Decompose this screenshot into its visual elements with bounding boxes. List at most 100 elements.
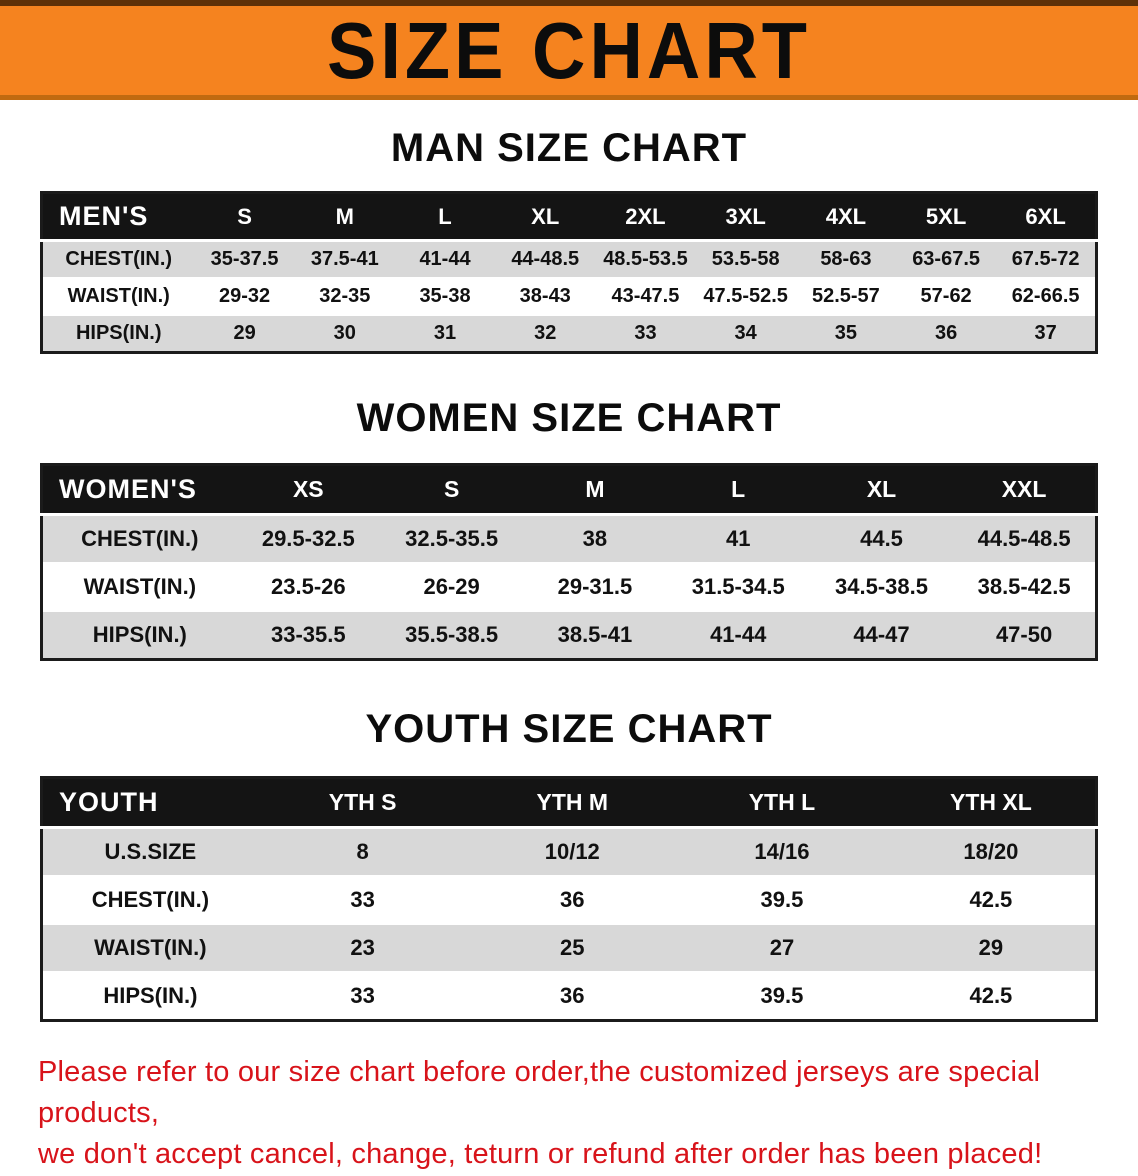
size-column-header: XS xyxy=(236,464,380,516)
size-column-header: XL xyxy=(495,192,596,242)
size-column-header: 3XL xyxy=(695,192,796,242)
size-value: 35 xyxy=(834,322,858,344)
size-value: 41-44 xyxy=(710,622,767,647)
size-column-header: M xyxy=(523,464,667,516)
size-value: 44-48.5 xyxy=(511,248,580,270)
size-value: 53.5-58 xyxy=(711,248,780,270)
men-section-heading: MAN SIZE CHART xyxy=(390,126,748,170)
table-header-row: MEN'S S M L XL 2XL 3XL 4XL 5XL 6XL xyxy=(41,192,1097,242)
size-value: 27 xyxy=(769,935,795,960)
size-column-header: L xyxy=(666,464,810,516)
size-value: 31 xyxy=(433,322,457,344)
size-value: 47.5-52.5 xyxy=(703,285,788,307)
size-value: 35-38 xyxy=(419,285,471,307)
size-value: 23 xyxy=(350,935,375,960)
size-value: 29 xyxy=(233,322,256,344)
size-value: 33 xyxy=(350,983,375,1008)
men-size-table: MEN'S S M L XL 2XL 3XL 4XL 5XL 6XL CHEST(IN.) 35-37… xyxy=(40,191,1098,354)
size-column-header: YTH L xyxy=(677,777,887,829)
size-column-header: XL xyxy=(809,464,954,516)
size-column-header: XXL xyxy=(953,464,1097,516)
size-value: 44.5-48.5 xyxy=(977,526,1071,551)
size-value: 33 xyxy=(634,322,657,344)
size-value: 37.5-41 xyxy=(310,248,379,270)
row-label: CHEST(IN.) xyxy=(91,887,210,912)
table-row: HIPS(IN.) 29 30 31 32 33 34 35 36 37 xyxy=(41,315,1097,353)
row-label: U.S.SIZE xyxy=(104,839,197,864)
row-label: CHEST(IN.) xyxy=(81,526,199,551)
size-column-header: 4XL xyxy=(795,192,896,242)
disclaimer-line-1: Please refer to our size chart before or… xyxy=(38,1056,1041,1130)
size-value: 32.5-35.5 xyxy=(405,526,499,551)
men-size-section: MAN SIZE CHART MEN'S S M L XL 2XL 3XL 4XL 5XL 6XL… xyxy=(0,126,1138,354)
banner: SIZE CHART xyxy=(0,0,1138,100)
row-label: HIPS(IN.) xyxy=(103,983,198,1008)
size-value: 10/12 xyxy=(544,839,600,864)
disclaimer-line-2: we don't accept cancel, change, teturn o… xyxy=(38,1138,1043,1171)
table-row: HIPS(IN.) 33 36 39.5 42.5 xyxy=(41,972,1097,1021)
size-value: 37 xyxy=(1034,322,1057,344)
page-title: SIZE CHART xyxy=(327,5,811,96)
size-value: 35-37.5 xyxy=(210,248,279,270)
size-value: 18/20 xyxy=(963,839,1019,864)
size-value: 32 xyxy=(534,322,557,344)
size-value: 32-35 xyxy=(319,285,371,307)
row-label: HIPS(IN.) xyxy=(92,622,187,647)
size-column-header: YTH S xyxy=(257,777,468,829)
table-header-row: YOUTH YTH S YTH M YTH L YTH XL xyxy=(41,777,1097,829)
size-value: 57-62 xyxy=(920,285,972,307)
size-column-header: S xyxy=(379,464,524,516)
size-value: 25 xyxy=(560,935,585,960)
women-size-section: WOMEN SIZE CHART WOMEN'S XS S M L XL XXL CHEST(… xyxy=(0,396,1138,661)
size-column-header: M xyxy=(294,192,395,242)
table-row: HIPS(IN.) 33-35.5 35.5-38.5 38.5-41 41-44 44-… xyxy=(41,611,1097,660)
size-value: 36 xyxy=(560,983,585,1008)
size-value: 44-47 xyxy=(853,622,910,647)
size-value: 39.5 xyxy=(760,887,804,912)
size-value: 14/16 xyxy=(754,839,810,864)
size-value: 23.5-26 xyxy=(271,574,346,599)
size-value: 8 xyxy=(356,839,369,864)
size-value: 38.5-41 xyxy=(557,622,633,647)
size-value: 34 xyxy=(734,322,757,344)
size-value: 62-66.5 xyxy=(1011,285,1080,307)
size-column-header: 6XL xyxy=(996,192,1097,242)
size-value: 58-63 xyxy=(820,248,872,270)
size-value: 33-35.5 xyxy=(271,622,346,647)
size-value: 35.5-38.5 xyxy=(405,622,499,647)
youth-section-heading: YOUTH SIZE CHART xyxy=(365,707,773,751)
size-value: 42.5 xyxy=(969,983,1013,1008)
disclaimer: Please refer to our size chart before or… xyxy=(38,1052,1100,1176)
row-label: CHEST(IN.) xyxy=(65,248,173,270)
size-value: 39.5 xyxy=(760,983,804,1008)
table-title-header: MEN'S xyxy=(41,192,195,242)
size-value: 47-50 xyxy=(995,622,1053,647)
size-column-header: YTH XL xyxy=(886,777,1097,829)
row-label: WAIST(IN.) xyxy=(67,285,170,307)
size-value: 29.5-32.5 xyxy=(261,526,355,551)
table-row: U.S.SIZE 8 10/12 14/16 18/20 xyxy=(41,827,1097,876)
size-value: 36 xyxy=(934,322,958,344)
size-value: 41-44 xyxy=(419,248,471,270)
table-header-row: WOMEN'S XS S M L XL XXL xyxy=(41,464,1097,516)
table-row: WAIST(IN.) 23.5-26 26-29 29-31.5 31.5-34.5 34… xyxy=(41,563,1097,611)
table-title-header: YOUTH xyxy=(41,777,258,829)
row-label: WAIST(IN.) xyxy=(94,935,207,960)
women-section-heading: WOMEN SIZE CHART xyxy=(356,396,782,440)
women-size-table: WOMEN'S XS S M L XL XXL CHEST(IN.) 29.5-32.5 32.5… xyxy=(40,463,1098,661)
size-column-header: S xyxy=(194,192,295,242)
size-value: 29 xyxy=(978,935,1004,960)
size-column-header: 5XL xyxy=(896,192,997,242)
size-value: 52.5-57 xyxy=(811,285,880,307)
table-row: WAIST(IN.) 29-32 32-35 35-38 38-43 43-47.5 47.… xyxy=(41,278,1097,315)
size-column-header: L xyxy=(394,192,496,242)
size-value: 30 xyxy=(333,322,356,344)
size-value: 38.5-42.5 xyxy=(977,574,1071,599)
youth-size-section: YOUTH SIZE CHART YOUTH YTH S YTH M YTH L YTH… xyxy=(0,707,1138,1022)
table-row: CHEST(IN.) 35-37.5 37.5-41 41-44 44-48.5 48.5… xyxy=(41,240,1097,278)
size-value: 48.5-53.5 xyxy=(603,248,688,270)
table-row: CHEST(IN.) 29.5-32.5 32.5-35.5 38 41 44.5 44.5… xyxy=(41,514,1097,563)
row-label: WAIST(IN.) xyxy=(83,574,197,599)
size-value: 63-67.5 xyxy=(912,248,981,270)
